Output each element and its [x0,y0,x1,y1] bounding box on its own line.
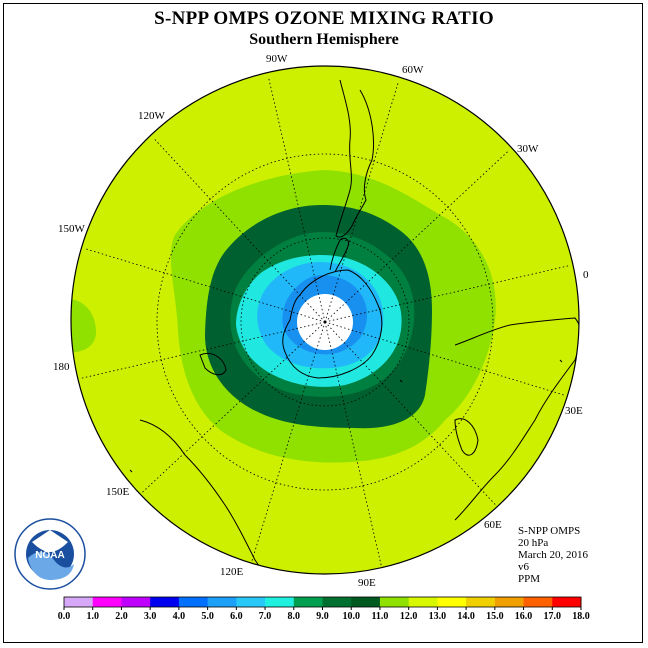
colorbar-cell-13 [437,597,467,607]
lon-label-120w: 120W [138,110,166,122]
lon-label-90w: 90W [266,53,288,65]
colorbar-tick-label-9: 9.0 [316,611,329,622]
info-instrument: S-NPP OMPS [518,525,581,537]
colorbar-tick-label-10: 10.0 [342,611,360,622]
colorbar-cell-10 [351,597,381,607]
noaa-logo-text: NOAA [35,550,64,561]
colorbar-cell-2 [121,597,151,607]
africa-coast [454,317,579,521]
map-boundary [70,65,580,575]
madagascar-coast [454,418,479,456]
colorbar-tick-label-6: 6.0 [230,611,243,622]
colorbar-tick-label-5: 5.0 [201,611,214,622]
colorbar-cell-14 [466,597,496,607]
colorbar-tick-label-2: 2.0 [115,611,128,622]
colorbar-cell-11 [379,597,410,607]
south-pole-marker [323,320,327,324]
colorbar-cell-7 [265,597,295,607]
colorbar-tick-label-14: 14.0 [457,611,475,622]
indian-ocean-islands [129,359,563,473]
colorbar-cell-8 [293,597,323,607]
colorbar-cell-0 [64,597,94,607]
colorbar-tick-label-12: 12.0 [400,611,418,622]
colorbar: 0.0 1.0 2.0 3.0 4.0 5.0 6.0 7.0 8.0 9.0 10.0 11.0 12… [58,596,590,622]
new-zealand-coast [199,353,227,376]
lon-label-90e: 90E [358,577,376,589]
lon-label-60w: 60W [402,64,424,76]
info-units: PPM [518,573,541,585]
colorbar-tick-label-3: 3.0 [144,611,157,622]
antarctic-peninsula [329,237,349,273]
lon-label-180: 180 [53,361,70,373]
colorbar-tick-label-16: 16.0 [515,611,533,622]
lon-label-60e: 60E [484,519,502,531]
info-level: 20 hPa [518,537,549,549]
page-subtitle: Southern Hemisphere [249,31,399,48]
contour-band-11-left [71,299,97,353]
colorbar-tick-label-18: 18.0 [572,611,590,622]
longitude-label-group: 90W 60W 30W 0 30E 60E 90E 120E 150E 180 … [53,53,589,589]
info-version: v6 [518,561,529,573]
figure-frame [3,3,643,643]
antarctica-coast [282,269,383,379]
latitude-circles [156,153,494,491]
colorbar-tick-label-4: 4.0 [173,611,186,622]
noaa-logo: NOAA [14,518,86,590]
colorbar-cell-4 [178,597,209,607]
lon-label-0: 0 [583,269,589,281]
colorbar-cell-1 [92,597,122,607]
colorbar-tick-label-13: 13.0 [429,611,447,622]
ozone-field [71,66,579,574]
latitude-circle-40s [156,153,494,491]
colorbar-cell-6 [236,597,266,607]
colorbar-tick-label-8: 8.0 [288,611,301,622]
lon-label-30e: 30E [565,405,583,417]
page-title: S-NPP OMPS OZONE MIXING RATIO [154,8,494,29]
colorbar-cell-16 [523,597,553,607]
colorbar-cell-12 [408,597,438,607]
colorbar-cell-17 [552,597,582,607]
colorbar-tick-label-0: 0.0 [58,611,71,622]
colorbar-tick-label-17: 17.0 [544,611,562,622]
colorbar-tick-label-11: 11.0 [371,611,388,622]
colorbar-cell-5 [207,597,237,607]
info-date: March 20, 2016 [518,549,588,561]
colorbar-tick-label-15: 15.0 [486,611,504,622]
colorbar-cell-15 [494,597,525,607]
colorbar-tick-label-7: 7.0 [259,611,272,622]
south-america-coast [335,79,374,238]
lon-label-150e: 150E [106,486,130,498]
lon-label-120e: 120E [220,566,244,578]
lon-label-30w: 30W [517,143,539,155]
colorbar-tick-label-1: 1.0 [86,611,99,622]
lon-label-150w: 150W [58,223,86,235]
colorbar-cell-9 [322,597,352,607]
latitude-circle-70s [240,237,410,407]
colorbar-cell-3 [150,597,180,607]
